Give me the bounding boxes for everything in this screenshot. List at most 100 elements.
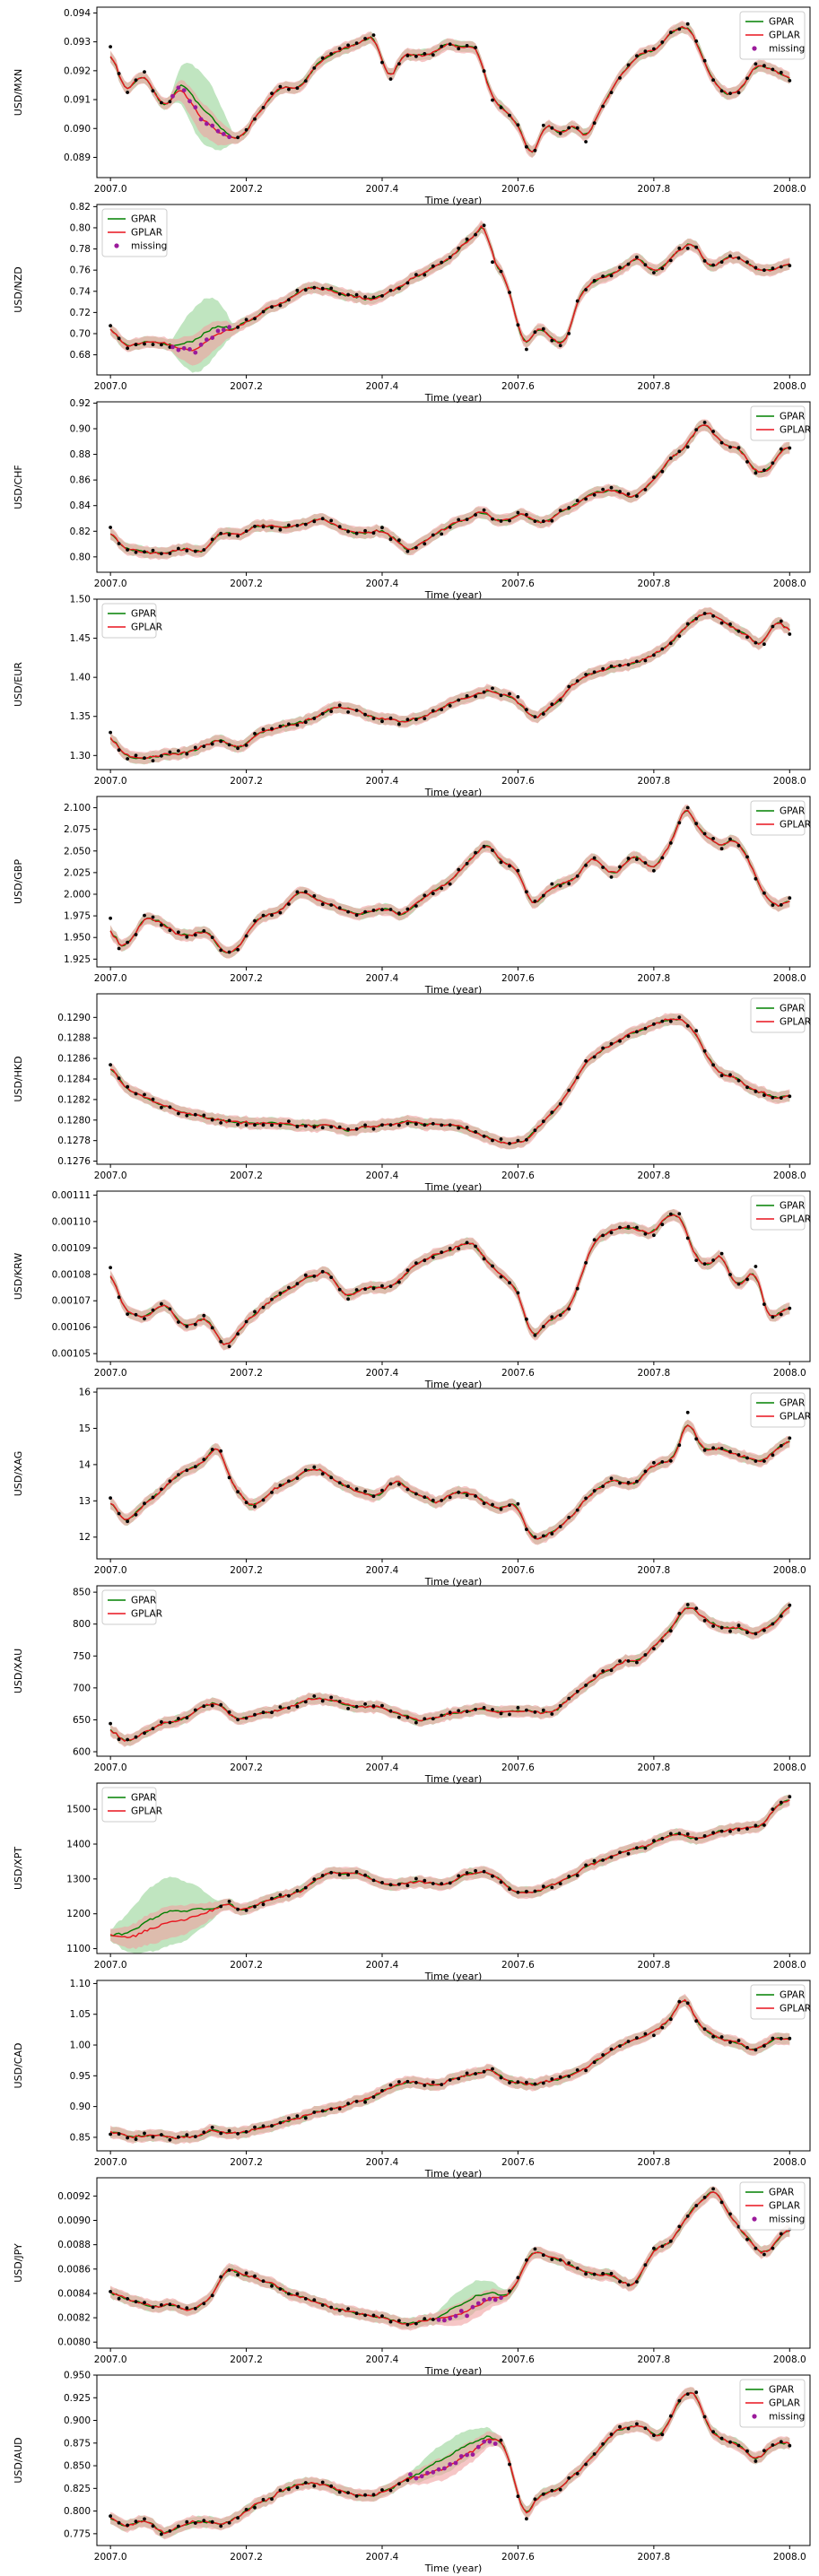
observation-point <box>134 1735 138 1739</box>
observation-point <box>329 518 334 523</box>
observation-point <box>779 1800 783 1805</box>
observation-point <box>295 86 300 91</box>
observation-point <box>779 1096 783 1100</box>
observation-point <box>253 117 257 121</box>
observation-point <box>711 1258 715 1262</box>
legend-missing-marker <box>752 2414 757 2419</box>
observation-point <box>329 2484 334 2488</box>
observation-point <box>677 634 682 638</box>
observation-point <box>754 2246 758 2250</box>
observation-point <box>550 338 554 343</box>
observation-point <box>677 1612 682 1615</box>
observation-point <box>685 22 690 26</box>
observation-point <box>295 2114 300 2119</box>
observation-point <box>346 1484 350 1488</box>
observation-point <box>380 719 384 724</box>
observation-point <box>508 2462 511 2467</box>
y-tick-label: 750 <box>73 1651 91 1662</box>
observation-point <box>771 624 775 629</box>
observation-point <box>177 1473 180 1476</box>
observation-point <box>371 909 376 912</box>
observation-point <box>584 1059 588 1063</box>
x-tick-label: 2008.0 <box>773 1368 806 1379</box>
observation-point <box>525 708 528 712</box>
legend: GPAR GPLAR <box>750 800 811 836</box>
observation-point <box>244 744 248 747</box>
observation-point <box>236 135 240 140</box>
observation-point <box>465 518 469 521</box>
observation-point <box>371 33 376 37</box>
observation-point <box>525 347 528 352</box>
observation-point <box>702 2196 707 2199</box>
gplar-line <box>109 424 790 555</box>
observation-point <box>592 2060 597 2065</box>
observation-point <box>694 2019 699 2023</box>
observation-point <box>626 2040 631 2043</box>
observation-point <box>762 1093 766 1097</box>
missing-point <box>198 117 204 122</box>
x-axis-label: Time (year) <box>424 1971 483 1982</box>
observation-point <box>168 2302 172 2307</box>
observation-point <box>431 2318 435 2321</box>
observation-point <box>508 113 511 117</box>
observation-point <box>388 1284 393 1288</box>
observation-point <box>278 2287 283 2291</box>
observation-point <box>779 1444 783 1448</box>
x-tick-label: 2007.6 <box>501 1368 535 1379</box>
observation-point <box>584 673 588 676</box>
observation-point <box>626 1659 631 1663</box>
observation-point <box>236 534 240 538</box>
observation-point <box>134 1512 138 1517</box>
observation-point <box>491 1138 494 1143</box>
observation-point <box>711 1063 715 1067</box>
observation-point <box>567 2261 571 2265</box>
missing-point <box>215 328 221 334</box>
observation-point <box>448 1247 452 1250</box>
observation-point <box>185 1113 189 1118</box>
missing-point <box>470 2452 475 2458</box>
observation-point <box>278 910 283 915</box>
observation-point <box>261 1305 266 1310</box>
observation-point <box>177 1717 180 1720</box>
observation-point <box>295 723 300 727</box>
observation-point <box>210 2519 214 2524</box>
observation-point <box>397 1123 401 1127</box>
observation-point <box>719 1074 724 1077</box>
observation-point <box>609 1476 614 1481</box>
observation-point <box>134 343 138 347</box>
observation-point <box>423 52 427 56</box>
observation-point <box>219 2275 223 2279</box>
observation-point <box>278 2488 283 2493</box>
observation-point <box>236 1332 240 1336</box>
legend-label: GPLAR <box>131 1609 162 1620</box>
x-tick-label: 2007.4 <box>366 184 399 195</box>
observation-point <box>635 1479 639 1484</box>
observation-point <box>371 2493 376 2497</box>
observation-point <box>253 1712 257 1717</box>
observation-point <box>270 1123 274 1127</box>
observation-point <box>575 1874 579 1877</box>
observation-point <box>227 1900 231 1903</box>
y-tick-label: 2.025 <box>64 867 91 878</box>
observation-point <box>371 1878 376 1883</box>
observation-point <box>440 44 444 48</box>
observation-point <box>414 1122 418 1127</box>
observation-point <box>541 893 545 898</box>
observation-point <box>779 1614 783 1618</box>
observation-point <box>745 2046 749 2049</box>
observation-point <box>660 1836 665 1841</box>
observation-point <box>567 126 571 130</box>
observation-point <box>685 1023 690 1028</box>
x-tick-label: 2007.2 <box>230 2157 263 2168</box>
observation-point <box>719 2436 724 2441</box>
observation-point <box>652 2246 656 2250</box>
observation-point <box>719 260 724 264</box>
observation-point <box>584 1863 588 1867</box>
y-tick-label: 0.82 <box>70 527 91 537</box>
observation-point <box>754 471 758 475</box>
observation-point <box>168 1479 172 1484</box>
observation-point <box>643 861 648 865</box>
observation-point <box>448 1710 452 1715</box>
observation-point <box>354 1704 359 1709</box>
observation-point <box>117 1737 121 1742</box>
